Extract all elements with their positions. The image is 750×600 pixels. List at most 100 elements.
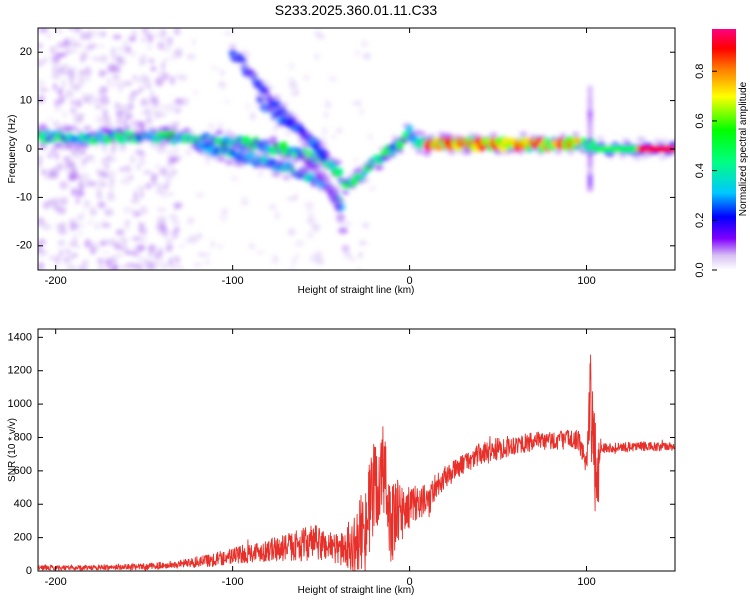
spectrogram-cell bbox=[660, 138, 669, 145]
spectrogram-cell bbox=[587, 125, 594, 134]
spectrogram-cell bbox=[129, 208, 137, 214]
spectrogram-cell bbox=[62, 110, 68, 119]
spectrogram-y-tick-label: -10 bbox=[16, 191, 32, 203]
spectrogram-cell bbox=[375, 164, 384, 171]
spectrogram-cell bbox=[587, 166, 594, 175]
spectrogram-cell bbox=[638, 136, 647, 143]
spectrogram-cell bbox=[50, 146, 58, 154]
spectrogram-cell bbox=[331, 134, 336, 139]
spectrogram-cell bbox=[47, 117, 54, 122]
spectrogram-cell bbox=[152, 34, 162, 39]
spectrogram-cell bbox=[41, 223, 52, 231]
spectrogram-cell bbox=[106, 193, 116, 202]
spectrogram-cell bbox=[203, 258, 212, 266]
spectrogram-cell bbox=[42, 201, 51, 210]
spectrogram-cell bbox=[170, 127, 179, 134]
spectrogram-cell bbox=[53, 141, 62, 148]
spectrogram-cell bbox=[112, 65, 122, 74]
spectrogram-cell bbox=[171, 168, 178, 176]
spectrogram-cell bbox=[150, 89, 155, 96]
spectrogram-cell bbox=[38, 87, 49, 93]
spectrogram-cell bbox=[135, 185, 145, 192]
spectrogram-cell bbox=[104, 208, 114, 217]
spectrogram-cell bbox=[59, 180, 68, 190]
spectrogram-cell bbox=[141, 28, 149, 35]
spectrogram-cell bbox=[158, 112, 168, 117]
snr-frame bbox=[37, 328, 676, 572]
spectrogram-cell bbox=[255, 249, 265, 256]
spectrogram-cell bbox=[38, 28, 49, 34]
spectrogram-cell bbox=[422, 150, 431, 157]
spectrogram-cell bbox=[587, 102, 594, 111]
spectrogram-cell bbox=[571, 132, 580, 139]
spectrogram-cell bbox=[191, 37, 197, 46]
spectrogram-cell bbox=[71, 65, 78, 74]
spectrogram-cell bbox=[58, 249, 64, 258]
spectrogram-cell bbox=[138, 156, 146, 167]
snr-y-tick-label: 1200 bbox=[8, 365, 32, 377]
spectrogram-cell bbox=[88, 220, 93, 225]
spectrogram-cell bbox=[137, 255, 148, 265]
spectrogram-cell bbox=[228, 43, 237, 50]
spectrogram-cell bbox=[289, 265, 296, 270]
spectrogram-cell bbox=[119, 80, 129, 89]
spectrogram-cell bbox=[174, 155, 182, 162]
spectrogram-cell bbox=[58, 86, 64, 93]
spectrogram-cell bbox=[157, 41, 165, 50]
spectrogram-cell bbox=[152, 177, 158, 188]
spectrogram-cell bbox=[96, 257, 105, 265]
spectrogram-cell bbox=[130, 198, 137, 204]
spectrogram-cell bbox=[146, 84, 151, 90]
spectrogram-cell bbox=[139, 234, 148, 244]
spectrogram-cell bbox=[70, 149, 79, 158]
spectrogram-cell bbox=[68, 28, 74, 31]
spectrogram-cell bbox=[322, 127, 328, 136]
spectrogram-cell bbox=[117, 47, 127, 52]
snr-y-tick-label: 800 bbox=[14, 431, 32, 443]
spectrogram-cell bbox=[319, 155, 328, 163]
colorbar-tick-label: 0.6 bbox=[694, 113, 706, 128]
spectrogram-cell bbox=[165, 178, 171, 188]
spectrogram-cell bbox=[158, 73, 166, 81]
spectrogram-cell bbox=[107, 156, 117, 162]
spectrogram-cell bbox=[336, 167, 344, 177]
spectrogram-cell bbox=[352, 101, 361, 106]
spectrogram-cell bbox=[304, 153, 313, 160]
spectrogram-cell bbox=[160, 61, 166, 71]
spectrogram-cell bbox=[415, 147, 424, 154]
spectrogram-cell bbox=[125, 45, 131, 54]
spectrogram-cell bbox=[80, 150, 86, 155]
spectrogram-cell bbox=[218, 212, 228, 223]
snr-y-tick-label: 200 bbox=[14, 532, 32, 544]
spectrogram-cell bbox=[144, 182, 152, 190]
spectrogram-cell bbox=[268, 204, 277, 210]
spectrogram-cell bbox=[145, 110, 153, 119]
spectrogram-cell bbox=[257, 171, 264, 177]
spectrogram-cell bbox=[96, 190, 103, 200]
spectrogram-cell bbox=[38, 238, 47, 245]
spectrogram-cell bbox=[274, 210, 280, 221]
spectrogram-cell bbox=[177, 74, 188, 81]
spectrogram-cell bbox=[306, 211, 317, 217]
snr-y-ticks: 0 200 400 600 800 1000 1200 1400 bbox=[8, 331, 675, 577]
spectrogram-cell bbox=[105, 115, 112, 125]
spectrogram-blobs bbox=[38, 28, 675, 270]
spectrogram-cell bbox=[78, 263, 89, 270]
spectrogram-cell bbox=[118, 235, 128, 245]
snr-x-tick-label: 100 bbox=[577, 576, 595, 588]
spectrogram-cell bbox=[587, 154, 594, 163]
spectrogram-cell bbox=[587, 119, 594, 128]
spectrogram-cell bbox=[162, 57, 169, 63]
spectrogram-cell bbox=[587, 90, 594, 99]
spectrogram-cell bbox=[217, 243, 223, 250]
spectrogram-cell bbox=[119, 144, 126, 153]
spectrogram-cell bbox=[304, 201, 315, 211]
spectrogram-cell bbox=[75, 196, 80, 205]
spectrogram-cell bbox=[587, 183, 594, 192]
spectrogram-cell bbox=[334, 199, 343, 206]
spectrogram-cell bbox=[107, 265, 118, 270]
spectrogram-cell bbox=[218, 156, 227, 163]
spectrogram-cell bbox=[76, 28, 82, 33]
